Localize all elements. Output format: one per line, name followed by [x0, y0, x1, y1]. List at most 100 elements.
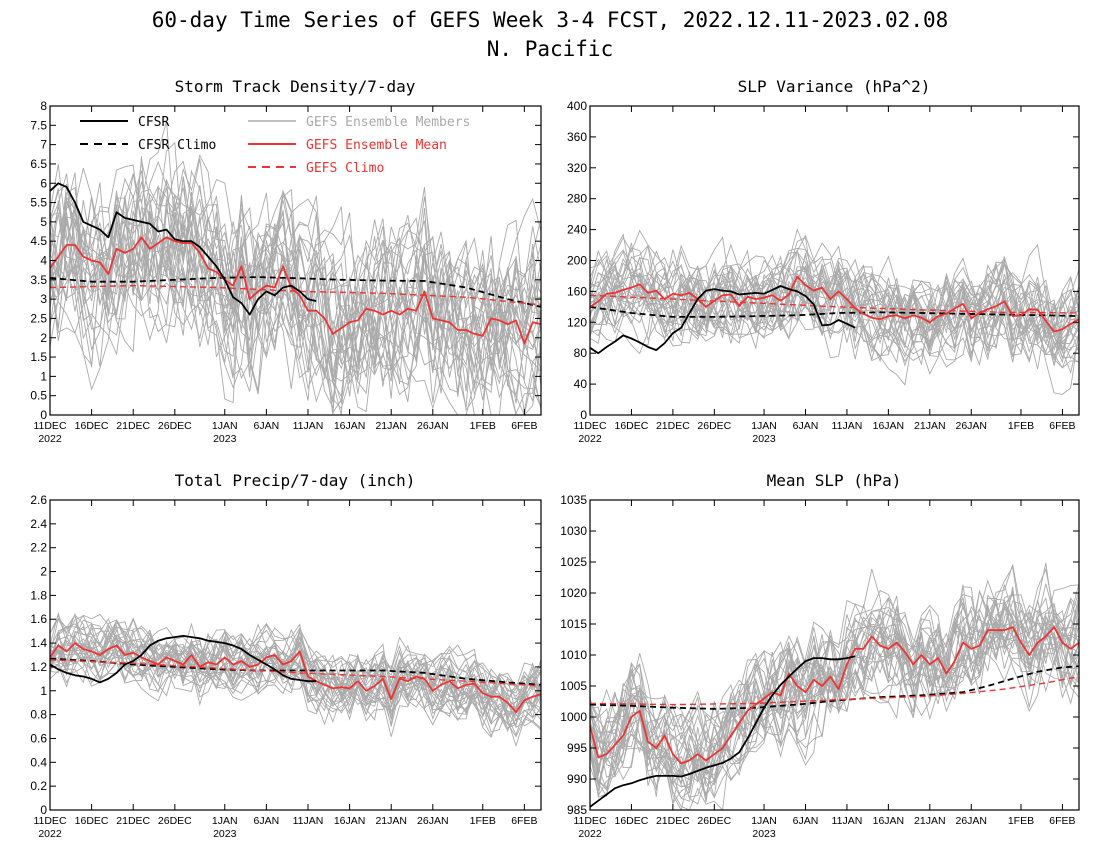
ensemble-member-line	[50, 167, 541, 410]
ensemble-member-line	[50, 191, 541, 403]
x-year-label: 2023	[213, 828, 237, 840]
y-tick-label: 7.5	[30, 118, 47, 132]
y-tick-label: 985	[567, 803, 587, 817]
x-tick-label: 21JAN	[375, 420, 407, 432]
y-tick-label: 0.6	[30, 731, 47, 745]
plot-data	[590, 228, 1079, 395]
y-tick-label: 120	[567, 315, 587, 329]
y-tick-label: 1035	[560, 493, 587, 507]
y-tick-label: 1000	[560, 710, 587, 724]
y-tick-label: 1010	[560, 648, 587, 662]
plot-data	[50, 120, 541, 415]
y-tick-label: 2	[40, 331, 47, 345]
y-tick-label: 3.5	[30, 273, 47, 287]
x-tick-label: 26DEC	[158, 815, 192, 827]
x-year-label: 2022	[578, 433, 602, 445]
series-line-ens-mean	[590, 626, 1079, 765]
y-tick-label: 0.5	[30, 389, 47, 403]
x-tick-label: 6FEB	[1049, 815, 1075, 827]
y-tick-label: 990	[567, 772, 587, 786]
y-tick-label: 1	[40, 369, 47, 383]
x-tick-label: 6JAN	[793, 815, 819, 827]
x-tick-label: 11JAN	[832, 815, 863, 827]
x-tick-label: 16JAN	[873, 815, 905, 827]
x-tick-label: 1JAN	[212, 420, 238, 432]
x-tick-label: 26DEC	[697, 420, 731, 432]
y-tick-label: 2.5	[30, 311, 47, 325]
ensemble-member-line	[50, 184, 541, 401]
panel-storm-track-density: Storm Track Density/7-day 0 0.5 1 1.5 2 2.5 3 3…	[30, 77, 542, 445]
y-tick-label: 1.2	[30, 660, 47, 674]
x-tick-label: 26JAN	[955, 420, 987, 432]
x-tick-label: 11DEC	[573, 815, 606, 827]
y-tick-label: 160	[567, 284, 587, 298]
x-tick-label: 1FEB	[470, 815, 496, 827]
x-tick-label: 11JAN	[832, 420, 863, 432]
ensemble-member-line	[590, 266, 1079, 334]
x-tick-label: 1FEB	[470, 420, 496, 432]
figure-subtitle: N. Pacific	[487, 37, 613, 61]
y-tick-label: 1.5	[30, 350, 47, 364]
x-tick-label: 11JAN	[293, 815, 324, 827]
x-year-label: 2023	[752, 433, 776, 445]
x-tick-label: 1FEB	[1008, 815, 1034, 827]
x-tick-label: 26DEC	[158, 420, 192, 432]
y-tick-label: 8	[40, 99, 47, 113]
x-tick-label: 26JAN	[417, 420, 449, 432]
ensemble-member-line	[590, 600, 1079, 803]
ensemble-member-line	[590, 236, 1079, 361]
x-year-label: 2022	[38, 828, 62, 840]
y-tick-label: 1015	[560, 617, 587, 631]
ensemble-member-line	[50, 617, 541, 717]
legend-label-cfsr-climo: CFSR Climo	[138, 138, 216, 153]
ensemble-member-line	[50, 156, 541, 415]
series-line-ens-mean	[50, 236, 541, 345]
y-tick-label: 6.5	[30, 157, 47, 171]
x-tick-label: 1JAN	[212, 815, 238, 827]
ensemble-member-line	[50, 623, 541, 722]
series-line-cfsr	[590, 655, 856, 808]
plot-data	[590, 562, 1079, 810]
ensemble-member-line	[590, 584, 1079, 750]
ensemble-member-line	[50, 120, 541, 371]
series-line-cfsr	[50, 635, 317, 684]
series-line-cfsr	[50, 182, 317, 316]
ensemble-member-line	[50, 612, 541, 711]
ensemble-member-line	[590, 254, 1079, 367]
y-tick-label: 2.6	[30, 493, 47, 507]
series-line-gefs-climo	[50, 659, 541, 687]
ensemble-member-line	[50, 173, 541, 415]
x-tick-label: 1JAN	[751, 815, 777, 827]
x-tick-label: 16JAN	[334, 420, 366, 432]
x-tick-label: 21DEC	[116, 420, 150, 432]
x-tick-label: 21JAN	[914, 815, 946, 827]
ensemble-member-line	[50, 160, 541, 412]
x-tick-label: 21JAN	[914, 420, 946, 432]
x-tick-label: 16DEC	[615, 420, 649, 432]
panel-title: Storm Track Density/7-day	[175, 77, 416, 96]
x-tick-label: 21JAN	[375, 815, 407, 827]
x-tick-label: 6FEB	[1049, 420, 1075, 432]
x-tick-label: 26JAN	[955, 815, 987, 827]
ensemble-member-line	[590, 257, 1079, 366]
x-tick-label: 1FEB	[1008, 420, 1034, 432]
x-tick-label: 16DEC	[75, 815, 109, 827]
series-line-ens-mean	[590, 275, 1079, 333]
panel-total-precip: Total Precip/7-day (inch) 0 0.2 0.4 0.6 0.8 1…	[30, 471, 542, 840]
ensemble-member-line	[590, 249, 1079, 363]
plot-frame	[49, 499, 542, 811]
y-tick-label: 0.4	[30, 755, 47, 769]
x-year-label: 2022	[578, 828, 602, 840]
x-tick-label: 16JAN	[334, 815, 366, 827]
x-tick-label: 11DEC	[33, 815, 66, 827]
ensemble-member-line	[590, 583, 1079, 798]
x-year-label: 2022	[38, 433, 62, 445]
y-tick-label: 0	[40, 803, 47, 817]
x-tick-label: 16JAN	[873, 420, 905, 432]
ensemble-member-line	[50, 154, 541, 392]
ensemble-member-line	[50, 630, 541, 720]
ensemble-member-line	[50, 613, 541, 729]
x-tick-label: 26DEC	[697, 815, 731, 827]
legend-label-ens-mean: GEFS Ensemble Mean	[306, 138, 447, 153]
